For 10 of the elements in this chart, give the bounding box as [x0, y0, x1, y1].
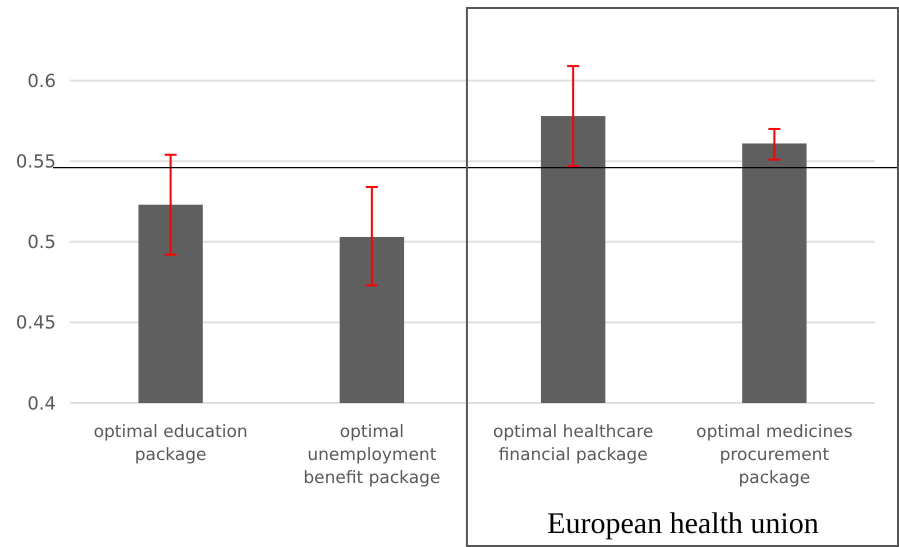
x-tick-label: optimal medicines procurement package — [696, 422, 853, 488]
x-tick-label: optimal unemployment benefit package — [303, 422, 440, 488]
x-tick-label: optimal healthcare financial package — [492, 422, 654, 465]
text: European health union — [547, 507, 819, 540]
y-tick-label: 0.45 — [16, 312, 56, 334]
y-tick-label: 0.55 — [16, 152, 56, 172]
y-tick-label: 0.4 — [27, 393, 56, 414]
x-tick-label: optimal education package — [94, 422, 248, 465]
y-tick-label: 0.5 — [27, 232, 56, 254]
y-tick-label: 0.6 — [27, 70, 56, 92]
